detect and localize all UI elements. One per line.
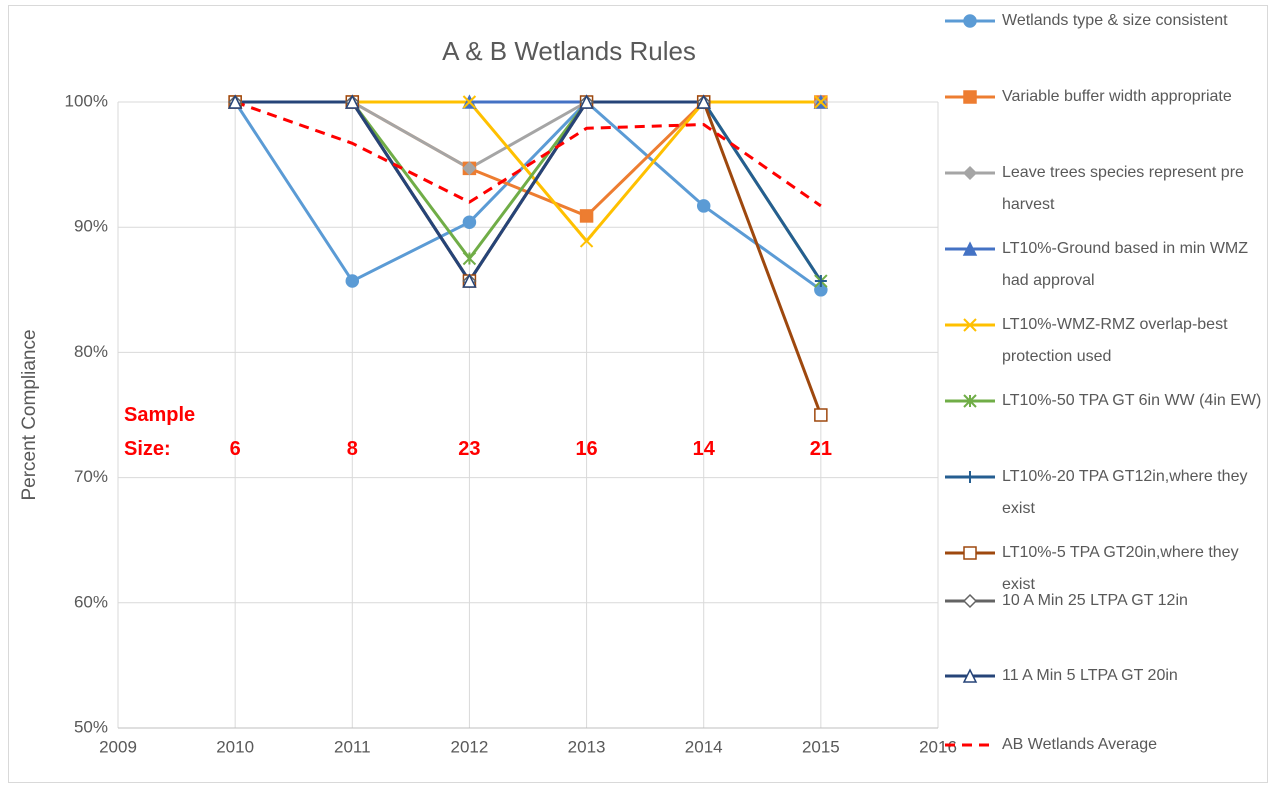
data-point [462,95,477,109]
data-point [963,394,977,408]
x-tick-label: 2012 [451,737,489,756]
data-point [963,14,977,28]
data-point [963,546,977,560]
legend-label: Wetlands type & size consistent [1002,12,1228,29]
y-tick-label: 70% [74,467,108,486]
legend-label: LT10%-Ground based in min WMZ had approv… [1002,240,1249,289]
data-point [227,94,243,109]
legend-label: AB Wetlands Average [1002,736,1158,753]
data-point [814,95,828,109]
data-point [696,199,711,213]
legend-label: LT10%-WMZ-RMZ overlap-best protection us… [1002,316,1228,365]
annotation-value: 23 [458,438,481,460]
y-axis-label: Percent Compliance [19,329,40,500]
x-tick-label: 2014 [685,737,723,756]
data-point [814,275,827,288]
data-point [462,215,477,229]
chart-border [8,5,1268,783]
annotation-value: 6 [229,438,241,460]
chart-title: A & B Wetlands Rules [442,36,696,66]
y-tick-label: 50% [74,717,108,736]
series-line [233,100,822,292]
data-point [462,161,477,176]
x-tick-label: 2016 [919,737,957,756]
series-line [234,100,822,208]
legend-label: Leave trees species represent pre harves… [1002,164,1244,213]
data-point [814,408,828,422]
data-point [579,94,594,109]
data-point [345,274,360,288]
x-tick-label: 2013 [568,737,606,756]
x-tick-label: 2015 [802,737,840,756]
data-point [579,209,594,223]
legend-label: LT10%-5 TPA GT20in,where they exist [1002,544,1239,593]
y-tick-label: 100% [65,91,108,110]
data-point [963,90,977,104]
legend-label: 10 A Min 25 LTPA GT 12in [1002,592,1188,609]
data-point [462,251,477,266]
data-point [962,668,978,683]
data-point [964,471,976,483]
legend-label: Variable buffer width appropriate [1002,88,1232,105]
legend-label: 11 A Min 5 LTPA GT 20in [1002,667,1178,684]
annotation-value: 8 [346,438,358,460]
data-point [962,593,978,609]
data-point [579,234,594,248]
x-tick-label: 2010 [216,737,254,756]
annotation-label: Sample Size: [124,404,196,460]
data-point [696,94,711,109]
y-tick-label: 90% [74,217,108,236]
annotation-value: 21 [809,438,832,460]
annotation-value: 16 [575,438,598,460]
legend-label: LT10%-20 TPA GT12in,where they exist [1002,468,1248,517]
legend-label: LT10%-50 TPA GT 6in WW (4in EW) [1002,392,1262,409]
data-point [963,318,977,332]
x-tick-label: 2009 [99,737,137,756]
x-tick-label: 2011 [334,737,371,756]
y-tick-label: 60% [74,592,108,611]
data-point [962,165,978,181]
data-point [962,241,978,256]
data-point [462,273,477,288]
data-point [345,94,360,109]
annotation-value: 14 [692,438,715,460]
y-tick-label: 80% [74,342,108,361]
